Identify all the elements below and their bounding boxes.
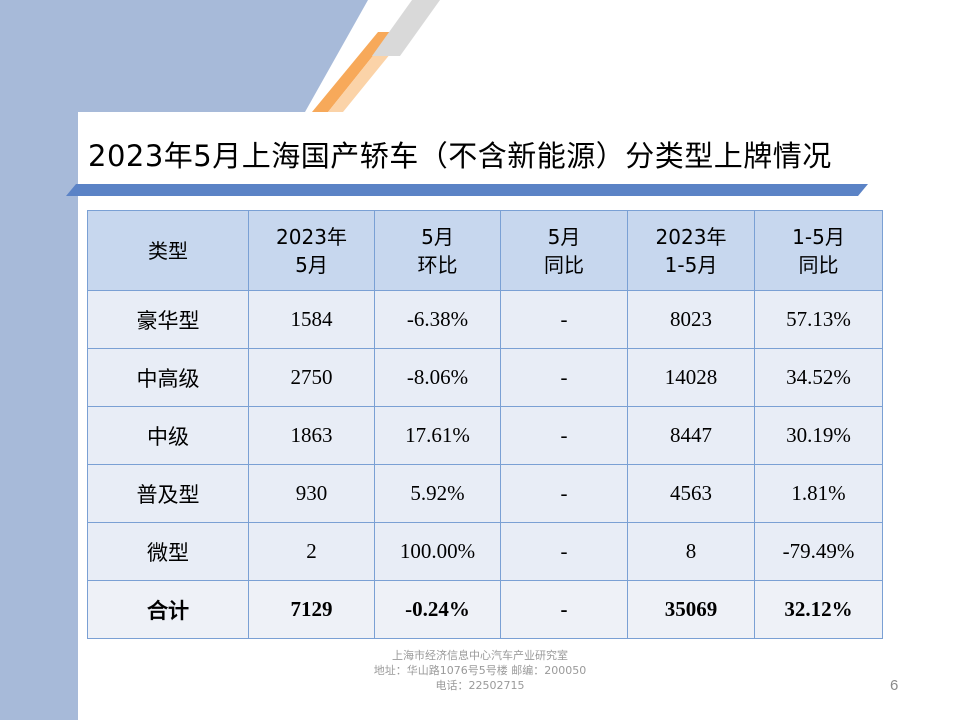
cell-type: 合计: [87, 580, 249, 639]
footer-address: 地址：华山路1076号5号楼 邮编：200050: [373, 664, 587, 677]
header-may-mom: 5月 环比: [374, 210, 501, 291]
cell-yoy: -: [500, 348, 628, 407]
cell-ytd-yoy: 57.13%: [754, 290, 883, 349]
cell-mom: 17.61%: [374, 406, 501, 465]
cell-ytd: 8447: [627, 406, 755, 465]
title-underline-bar: [46, 184, 868, 196]
table-row: 豪华型 1584 -6.38% - 8023 57.13%: [87, 290, 883, 349]
cell-ytd-yoy: 34.52%: [754, 348, 883, 407]
cell-may: 1584: [248, 290, 375, 349]
table-row: 中级 1863 17.61% - 8447 30.19%: [87, 406, 883, 465]
cell-type: 中级: [87, 406, 249, 465]
background-stripes: [78, 0, 440, 112]
cell-ytd: 8023: [627, 290, 755, 349]
cell-type: 微型: [87, 522, 249, 581]
page-number: 6: [890, 677, 899, 694]
cell-mom: 5.92%: [374, 464, 501, 523]
cell-may: 7129: [248, 580, 375, 639]
cell-mom: -6.38%: [374, 290, 501, 349]
cell-ytd-yoy: 1.81%: [754, 464, 883, 523]
cell-ytd: 8: [627, 522, 755, 581]
upper-blue-panel: [78, 0, 368, 112]
left-decor-band: [0, 0, 78, 720]
cell-may: 2: [248, 522, 375, 581]
cell-mom: -0.24%: [374, 580, 501, 639]
orange-stripe: [312, 32, 392, 112]
gray-stripe: [372, 0, 440, 56]
table-header-row: 类型 2023年 5月 5月 环比 5月 同比 2023年 1-5月 1-5月 同比: [87, 210, 883, 291]
cell-ytd-yoy: 30.19%: [754, 406, 883, 465]
cell-ytd: 4563: [627, 464, 755, 523]
cell-ytd-yoy: -79.49%: [754, 522, 883, 581]
cell-mom: 100.00%: [374, 522, 501, 581]
cell-yoy: -: [500, 522, 628, 581]
cell-ytd-yoy: 32.12%: [754, 580, 883, 639]
registration-table: 类型 2023年 5月 5月 环比 5月 同比 2023年 1-5月 1-5月 同比 豪华…: [87, 210, 883, 639]
cell-type: 豪华型: [87, 290, 249, 349]
cell-type: 普及型: [87, 464, 249, 523]
cell-yoy: -: [500, 580, 628, 639]
cell-may: 2750: [248, 348, 375, 407]
cell-may: 930: [248, 464, 375, 523]
cell-yoy: -: [500, 290, 628, 349]
cell-ytd: 14028: [627, 348, 755, 407]
title-panel: [78, 112, 960, 194]
header-may-2023: 2023年 5月: [248, 210, 375, 291]
cell-yoy: -: [500, 464, 628, 523]
cell-ytd: 35069: [627, 580, 755, 639]
table-row: 普及型 930 5.92% - 4563 1.81%: [87, 464, 883, 523]
cell-may: 1863: [248, 406, 375, 465]
header-type: 类型: [87, 210, 249, 291]
header-ytd-2023: 2023年 1-5月: [627, 210, 755, 291]
footer-contact: 上海市经济信息中心汽车产业研究室 地址：华山路1076号5号楼 邮编：20005…: [300, 648, 660, 693]
table-total-row: 合计 7129 -0.24% - 35069 32.12%: [87, 580, 883, 639]
slide-title: 2023年5月上海国产轿车（不含新能源）分类型上牌情况: [88, 139, 832, 173]
cell-yoy: -: [500, 406, 628, 465]
footer-org: 上海市经济信息中心汽车产业研究室: [392, 649, 568, 662]
cell-type: 中高级: [87, 348, 249, 407]
table-row: 中高级 2750 -8.06% - 14028 34.52%: [87, 348, 883, 407]
header-ytd-yoy: 1-5月 同比: [754, 210, 883, 291]
header-may-yoy: 5月 同比: [500, 210, 628, 291]
cell-mom: -8.06%: [374, 348, 501, 407]
footer-phone: 电话：22502715: [435, 679, 525, 692]
table-row: 微型 2 100.00% - 8 -79.49%: [87, 522, 883, 581]
